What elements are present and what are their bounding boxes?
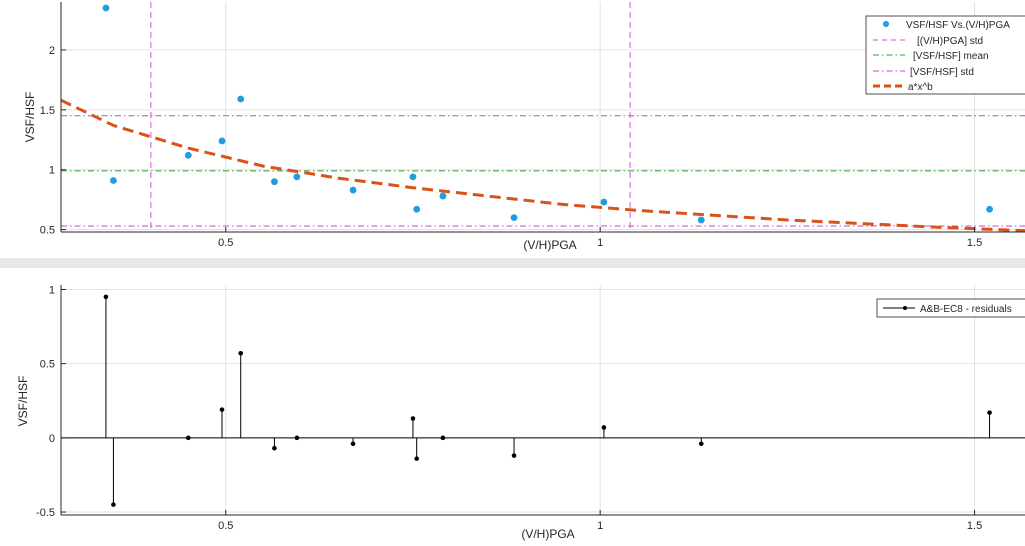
top-y-tick-label: 0.5 xyxy=(40,225,55,237)
scatter-point xyxy=(697,216,705,224)
top-scatter-panel: 0.5 1 1.5 0.5 1 1.5 2 (V/H)PGA VSF/HSF VSF/HSF… xyxy=(23,2,1025,252)
top-x-axis-label: (V/H)PGA xyxy=(523,238,576,252)
scatter-point xyxy=(439,192,447,200)
top-plot-area xyxy=(61,2,1025,232)
legend-scatter-label: VSF/HSF Vs.(V/H)PGA xyxy=(906,20,1010,31)
scatter-point xyxy=(510,214,518,222)
bottom-y-tick-label: 0.5 xyxy=(40,359,55,371)
top-reference-lines xyxy=(61,2,1025,232)
bottom-stem-panel: 0.5 1 1.5 -0.5 0 0.5 1 (V/H)PGA VSF/HSF A&B-EC… xyxy=(16,284,1025,541)
residual-marker xyxy=(511,453,517,458)
bottom-x-axis-label: (V/H)PGA xyxy=(521,527,574,541)
top-y-tick-label: 1.5 xyxy=(40,105,55,117)
residual-marker xyxy=(410,416,416,421)
scatter-point xyxy=(986,205,993,213)
scatter-point xyxy=(413,205,421,213)
legend-hstd-label: [VSF/HSF] std xyxy=(910,67,974,78)
bottom-y-tick-label: 1 xyxy=(49,284,55,296)
residual-marker xyxy=(698,441,704,447)
scatter-point xyxy=(237,95,245,103)
bottom-ticks: 0.5 1 1.5 -0.5 0 0.5 1 xyxy=(36,284,982,532)
bottom-legend-box xyxy=(876,298,1025,318)
top-fit-curve xyxy=(60,98,1025,233)
panel-separator xyxy=(0,258,1025,268)
scatter-point xyxy=(409,173,417,181)
scatter-point xyxy=(293,173,301,181)
bottom-x-tick-label: 1 xyxy=(597,520,603,532)
scatter-point xyxy=(271,178,278,186)
residual-marker xyxy=(111,502,116,507)
top-x-tick-label: 0.5 xyxy=(218,237,233,249)
residual-marker xyxy=(414,456,419,461)
scatter-point xyxy=(349,186,357,194)
residual-marker xyxy=(601,425,607,430)
top-y-axis-label: VSF/HSF xyxy=(23,92,37,143)
residual-marker xyxy=(987,410,992,415)
bottom-plot-area xyxy=(61,285,1025,515)
residual-marker xyxy=(238,350,244,356)
legend-vstd-label: [(V/H)PGA] std xyxy=(917,36,983,47)
bottom-legend: A&B-EC8 - residuals xyxy=(876,298,1025,318)
legend-mean-label: [VSF/HSF] mean xyxy=(913,51,989,62)
scatter-point xyxy=(600,198,608,206)
top-y-tick-label: 1 xyxy=(49,165,55,177)
bottom-x-tick-label: 0.5 xyxy=(218,520,233,532)
bottom-y-axis-label: VSF/HSF xyxy=(16,376,30,427)
top-y-tick-label: 2 xyxy=(49,45,55,57)
residual-marker xyxy=(294,435,300,441)
legend-fit-label: a*x^b xyxy=(908,82,933,93)
top-x-tick-label: 1.5 xyxy=(967,237,982,249)
bottom-x-tick-label: 1.5 xyxy=(967,520,982,532)
scatter-point xyxy=(184,151,192,159)
scatter-point xyxy=(102,4,110,12)
legend-residual-marker xyxy=(903,306,907,310)
residual-marker xyxy=(272,445,277,451)
legend-residual-label: A&B-EC8 - residuals xyxy=(920,304,1012,315)
top-legend: VSF/HSF Vs.(V/H)PGA [(V/H)PGA] std [VSF/… xyxy=(865,15,1025,95)
residual-marker xyxy=(219,407,225,412)
residual-marker xyxy=(186,435,191,441)
scatter-point xyxy=(110,177,117,184)
bottom-stems xyxy=(61,294,1025,507)
fit-curve xyxy=(60,98,1025,233)
legend-scatter-marker xyxy=(883,21,889,27)
top-ticks: 0.5 1 1.5 0.5 1 1.5 2 xyxy=(40,45,983,249)
residual-marker xyxy=(350,441,356,447)
scatter-point xyxy=(218,137,226,145)
top-scatter-points xyxy=(102,4,993,224)
bottom-y-tick-label: 0 xyxy=(49,433,55,445)
residual-marker xyxy=(103,294,109,300)
bottom-y-tick-label: -0.5 xyxy=(36,507,55,519)
top-x-tick-label: 1 xyxy=(597,237,603,249)
residual-marker xyxy=(440,435,446,441)
